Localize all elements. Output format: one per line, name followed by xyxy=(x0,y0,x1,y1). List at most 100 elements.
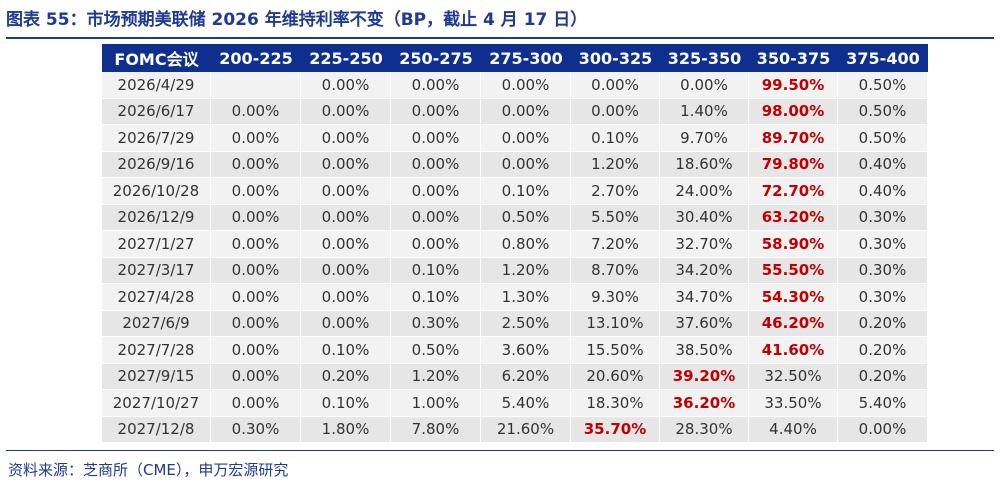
probability-cell: 0.50% xyxy=(481,204,571,231)
probability-cell: 0.80% xyxy=(481,231,571,258)
probability-cell: 1.00% xyxy=(391,390,481,417)
probability-cell: 7.20% xyxy=(571,231,660,258)
probability-cell-max: 98.00% xyxy=(749,98,838,125)
probability-cell: 21.60% xyxy=(481,416,571,443)
column-header-range: 250-275 xyxy=(391,44,481,72)
rate-probability-table: FOMC会议 200-225 225-250 250-275 275-300 300-32… xyxy=(102,44,928,443)
probability-cell-max: 79.80% xyxy=(749,151,838,178)
meeting-date-cell: 2026/9/16 xyxy=(102,151,211,178)
probability-cell: 0.00% xyxy=(301,98,391,125)
probability-cell: 5.50% xyxy=(571,204,660,231)
probability-cell: 0.20% xyxy=(301,363,391,390)
probability-cell: 0.00% xyxy=(391,72,481,99)
probability-cell: 24.00% xyxy=(660,178,749,205)
probability-cell: 0.50% xyxy=(838,98,928,125)
probability-cell: 0.00% xyxy=(301,204,391,231)
probability-cell-max: 89.70% xyxy=(749,125,838,152)
probability-cell: 0.00% xyxy=(391,231,481,258)
probability-cell: 7.80% xyxy=(391,416,481,443)
probability-cell: 0.00% xyxy=(481,151,571,178)
probability-cell: 0.00% xyxy=(211,257,301,284)
table-row: 2027/3/17 0.00% 0.00% 0.10% 1.20% 8.70% 34.20%… xyxy=(102,257,928,284)
probability-cell: 4.40% xyxy=(749,416,838,443)
meeting-date-cell: 2027/9/15 xyxy=(102,363,211,390)
probability-cell: 20.60% xyxy=(571,363,660,390)
probability-cell: 0.00% xyxy=(211,390,301,417)
probability-cell: 0.00% xyxy=(301,178,391,205)
probability-cell: 8.70% xyxy=(571,257,660,284)
chart-title: 图表 55：市场预期美联储 2026 年维持利率不变（BP，截止 4 月 17 … xyxy=(6,10,588,30)
probability-cell: 1.20% xyxy=(391,363,481,390)
probability-cell xyxy=(211,72,301,99)
column-header-range: 325-350 xyxy=(660,44,749,72)
probability-cell-max: 36.20% xyxy=(660,390,749,417)
table-row: 2027/10/27 0.00% 0.10% 1.00% 5.40% 18.30% 36.2… xyxy=(102,390,928,417)
probability-cell: 0.20% xyxy=(838,337,928,364)
table-row: 2026/6/17 0.00% 0.00% 0.00% 0.00% 0.00% 1.40% 9… xyxy=(102,98,928,125)
probability-cell: 0.40% xyxy=(838,178,928,205)
table-row: 2026/10/28 0.00% 0.00% 0.00% 0.10% 2.70% 24.00… xyxy=(102,178,928,205)
probability-cell-max: 41.60% xyxy=(749,337,838,364)
table-row: 2027/1/27 0.00% 0.00% 0.00% 0.80% 7.20% 32.70%… xyxy=(102,231,928,258)
probability-cell: 0.00% xyxy=(211,284,301,311)
probability-cell: 2.50% xyxy=(481,310,571,337)
column-header-meeting: FOMC会议 xyxy=(102,44,211,72)
probability-cell: 0.00% xyxy=(301,310,391,337)
probability-cell: 0.20% xyxy=(838,363,928,390)
meeting-date-cell: 2026/10/28 xyxy=(102,178,211,205)
probability-cell: 0.00% xyxy=(660,72,749,99)
probability-cell: 0.30% xyxy=(838,257,928,284)
probability-cell: 0.00% xyxy=(301,151,391,178)
table-row: 2026/12/9 0.00% 0.00% 0.00% 0.50% 5.50% 30.40%… xyxy=(102,204,928,231)
probability-cell: 0.50% xyxy=(838,125,928,152)
probability-cell: 0.00% xyxy=(481,72,571,99)
probability-cell-max: 55.50% xyxy=(749,257,838,284)
probability-cell: 0.40% xyxy=(838,151,928,178)
table-row: 2026/9/16 0.00% 0.00% 0.00% 0.00% 1.20% 18.60%… xyxy=(102,151,928,178)
meeting-date-cell: 2026/7/29 xyxy=(102,125,211,152)
probability-cell: 37.60% xyxy=(660,310,749,337)
probability-cell-max: 54.30% xyxy=(749,284,838,311)
probability-cell: 38.50% xyxy=(660,337,749,364)
probability-cell: 0.30% xyxy=(211,416,301,443)
probability-cell: 1.20% xyxy=(571,151,660,178)
probability-cell: 0.00% xyxy=(391,98,481,125)
meeting-date-cell: 2027/6/9 xyxy=(102,310,211,337)
source-rule xyxy=(6,450,994,451)
probability-cell: 5.40% xyxy=(481,390,571,417)
probability-cell: 0.10% xyxy=(571,125,660,152)
probability-cell-max: 72.70% xyxy=(749,178,838,205)
probability-cell: 34.70% xyxy=(660,284,749,311)
probability-cell: 0.00% xyxy=(571,72,660,99)
probability-cell-max: 39.20% xyxy=(660,363,749,390)
probability-cell: 6.20% xyxy=(481,363,571,390)
source-note: 资料来源：芝商所（CME），申万宏源研究 xyxy=(8,461,289,479)
probability-cell: 1.80% xyxy=(301,416,391,443)
probability-cell: 0.10% xyxy=(391,257,481,284)
probability-cell: 0.00% xyxy=(391,125,481,152)
meeting-date-cell: 2027/3/17 xyxy=(102,257,211,284)
probability-cell: 5.40% xyxy=(838,390,928,417)
probability-cell: 0.00% xyxy=(838,416,928,443)
column-header-range: 300-325 xyxy=(571,44,660,72)
probability-cell: 0.00% xyxy=(211,125,301,152)
table-row: 2026/4/29 0.00% 0.00% 0.00% 0.00% 0.00% 99.50%… xyxy=(102,72,928,99)
column-header-range: 225-250 xyxy=(301,44,391,72)
probability-cell: 15.50% xyxy=(571,337,660,364)
meeting-date-cell: 2027/10/27 xyxy=(102,390,211,417)
probability-cell: 0.30% xyxy=(391,310,481,337)
probability-cell: 0.00% xyxy=(211,363,301,390)
table-body: 2026/4/29 0.00% 0.00% 0.00% 0.00% 0.00% 99.50%… xyxy=(102,72,928,443)
probability-cell: 13.10% xyxy=(571,310,660,337)
column-header-range: 275-300 xyxy=(481,44,571,72)
probability-cell: 0.00% xyxy=(481,98,571,125)
probability-cell: 18.30% xyxy=(571,390,660,417)
title-rule xyxy=(6,37,994,39)
probability-cell: 32.50% xyxy=(749,363,838,390)
meeting-date-cell: 2026/6/17 xyxy=(102,98,211,125)
probability-cell: 0.50% xyxy=(838,72,928,99)
probability-cell: 0.30% xyxy=(838,204,928,231)
probability-cell: 0.00% xyxy=(571,98,660,125)
probability-cell: 0.00% xyxy=(211,98,301,125)
probability-cell-max: 35.70% xyxy=(571,416,660,443)
